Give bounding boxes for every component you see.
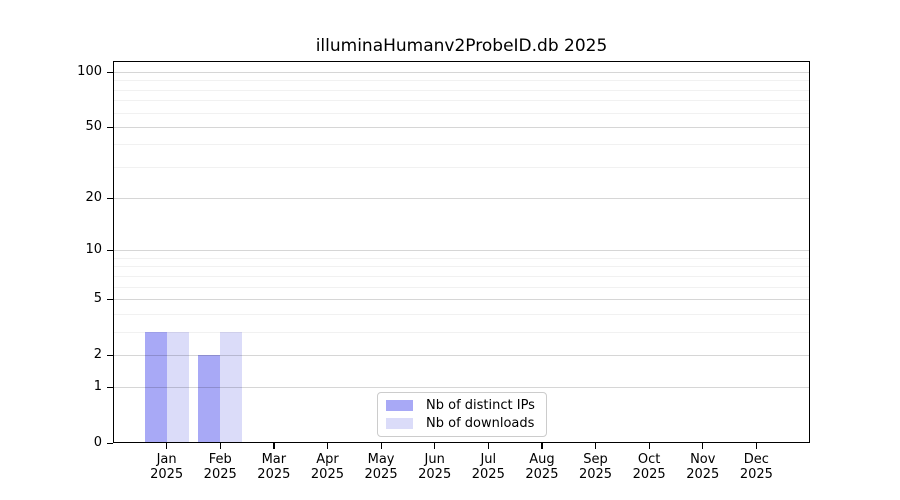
y-tick: [107, 126, 113, 129]
y-tick: [107, 298, 113, 301]
x-tick: [326, 443, 329, 449]
gridline-minor: [114, 287, 809, 288]
y-tick: [107, 198, 113, 200]
x-tick: [219, 443, 221, 449]
gridline-minor: [114, 113, 809, 114]
gridline-minor: [114, 167, 809, 168]
x-tick-label: Aug 2025: [525, 452, 559, 482]
gridline-major: [114, 387, 809, 388]
y-tick: [107, 387, 113, 389]
x-tick-label: Apr 2025: [310, 452, 344, 482]
y-tick: [107, 250, 113, 252]
x-tick-label: Jul 2025: [471, 452, 505, 482]
legend-label-distinct-ips: Nb of distinct IPs: [426, 398, 535, 413]
x-tick: [434, 443, 436, 449]
chart-title: illuminaHumanv2ProbeID.db 2025: [315, 36, 608, 56]
y-tick-label: 5: [93, 290, 102, 306]
gridline-major: [114, 127, 809, 128]
x-tick: [166, 443, 168, 449]
x-tick-label: May 2025: [364, 452, 398, 482]
y-tick: [107, 72, 113, 74]
x-tick-label: Dec 2025: [739, 452, 773, 482]
y-tick-label: 20: [85, 190, 102, 206]
legend-item-downloads: Nb of downloads: [386, 416, 546, 431]
x-tick: [273, 443, 275, 449]
gridline-major: [114, 72, 809, 73]
x-tick-label: Sep 2025: [578, 452, 613, 482]
gridline-minor: [114, 90, 809, 91]
y-tick: [107, 442, 113, 444]
x-tick-label: Nov 2025: [686, 452, 720, 482]
gridline-minor: [114, 276, 809, 277]
x-tick-label: Feb 2025: [203, 452, 237, 482]
gridline-minor: [114, 144, 809, 145]
gridline-major: [114, 250, 809, 251]
y-tick-label: 1: [93, 379, 102, 395]
gridline-minor: [114, 266, 809, 267]
y-tick-label: 0: [93, 434, 102, 450]
legend-swatch-distinct-ips: [386, 400, 413, 411]
bar-downloads-feb: [220, 331, 243, 442]
x-tick: [648, 443, 650, 449]
gridline-major: [114, 299, 809, 300]
x-tick-label: Jan 2025: [150, 452, 184, 482]
x-tick: [541, 443, 543, 449]
legend-label-downloads: Nb of downloads: [426, 416, 535, 431]
bar-distinct-ips-feb: [198, 354, 221, 442]
gridline-minor: [114, 258, 809, 259]
x-tick: [380, 443, 382, 449]
x-tick-label: Mar 2025: [257, 452, 291, 482]
gridline-minor: [114, 332, 809, 333]
y-tick-label: 2: [93, 346, 102, 362]
bar-distinct-ips-jan: [144, 331, 167, 442]
x-tick: [702, 443, 704, 449]
legend-swatch-downloads: [386, 418, 413, 429]
y-tick-label: 10: [85, 242, 102, 258]
legend-item-distinct-ips: Nb of distinct IPs: [386, 398, 546, 413]
y-tick-label: 100: [77, 64, 102, 79]
gridline-minor: [114, 80, 809, 81]
legend: Nb of distinct IPs Nb of downloads: [377, 392, 547, 437]
y-tick-label: 50: [85, 118, 102, 134]
y-tick: [107, 354, 113, 356]
gridline-minor: [114, 314, 809, 315]
gridline-minor: [114, 100, 809, 101]
gridline-major: [114, 355, 809, 356]
bar-downloads-jan: [166, 331, 189, 442]
x-tick-label: Jun 2025: [418, 452, 452, 482]
gridline-major: [114, 198, 809, 199]
x-tick: [487, 443, 489, 449]
x-tick-label: Oct 2025: [632, 452, 666, 482]
x-tick: [595, 443, 597, 449]
x-tick: [755, 443, 758, 449]
